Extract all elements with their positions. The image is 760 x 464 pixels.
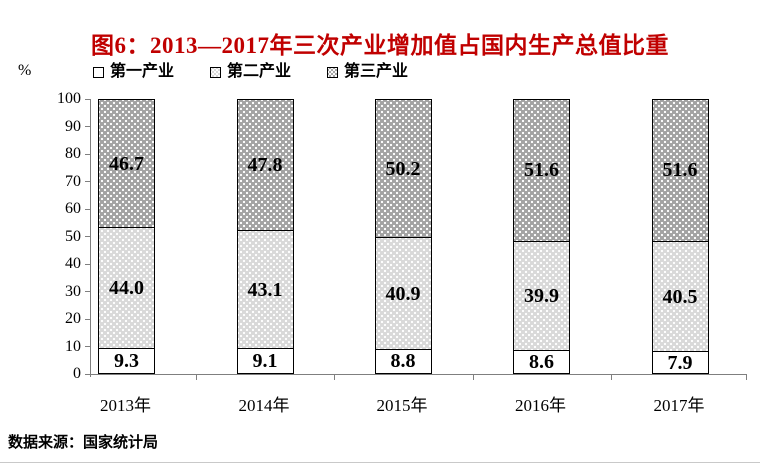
stacked-bar-2013年: 46.7 44.0 9.3 [98,99,155,374]
y-axis-tick-label: 0 [73,365,81,382]
plot-area: 0 10 20 30 40 50 60 70 80 90 100 46.7 44.0 9.3 47.8 43… [57,91,747,382]
x-axis-label-2016年: 2016年 [515,396,566,415]
y-axis-tick-label: 40 [65,255,81,272]
bar-segment-第二产业: 40.5 [652,240,708,352]
bar-segment-第二产业: 44.0 [99,227,154,348]
bar-segment-value: 43.1 [247,278,283,301]
x-axis-tick [611,374,612,380]
bar-segment-第一产业: 9.1 [237,348,293,373]
legend-item-label: 第一产业 [110,63,175,80]
bar-segment-value: 8.6 [529,350,554,373]
stacked-bar-2014年: 47.8 43.1 9.1 [236,99,294,374]
y-axis-tick [85,153,90,155]
bar-segment-value: 7.9 [667,351,693,374]
stacked-bar-2017年: 51.6 40.5 7.9 [651,99,709,374]
x-axis-tick [472,374,474,380]
legend-item-2: 第二产业 [210,64,291,80]
x-axis-tick [334,374,335,380]
y-axis-tick [85,291,90,292]
x-axis-label-2017年: 2017年 [653,396,705,415]
bar-segment-第二产业: 40.9 [375,237,431,349]
x-axis-label-2014年: 2014年 [238,396,290,415]
y-axis-tick [85,373,90,375]
bar-segment-第二产业: 43.1 [237,230,293,349]
y-axis-tick-label: 10 [65,337,81,355]
x-axis-labels: 2013年 2014年 2015年 2016年 2017年 [90,391,745,415]
x-axis-tick [746,374,747,380]
y-axis-tick-label: 80 [65,145,81,162]
bar-segment-value: 50.2 [385,157,421,180]
bar-segment-value: 51.6 [662,159,698,182]
x-axis-label-2013年: 2013年 [100,396,151,415]
y-axis-tick-label: 90 [65,117,81,135]
y-axis-tick-label: 70 [65,172,81,190]
bar-segment-第一产业: 9.3 [99,347,154,373]
y-axis-tick-label: 100 [57,90,81,107]
legend-item-label: 第二产业 [227,63,292,80]
bar-segment-value: 40.5 [662,285,698,308]
y-axis-tick [85,208,90,210]
bar-segment-value: 39.9 [524,284,559,307]
bar-segment-第一产业: 8.8 [375,348,431,373]
y-axis-tick [85,346,90,347]
y-axis-tick-label: 30 [65,282,81,300]
source-note: 数据来源：国家统计局 [8,434,159,451]
bar-segment-第一产业: 8.6 [514,349,569,373]
bar-segment-value: 9.3 [114,349,139,372]
legend-item-1: 第一产业 [93,64,174,80]
chart-title: 图6：2013—2017年三次产业增加值占国内生产总值比重 [91,33,669,58]
y-axis-tick [85,98,90,100]
bar-segment-value: 47.8 [247,154,283,177]
legend-swatch-icon [93,66,104,78]
bar-segment-第二产业: 39.9 [514,240,569,350]
bar-segment-value: 9.1 [252,350,278,373]
y-axis-tick-label: 20 [65,310,81,327]
y-axis-tick [85,181,90,182]
x-axis-tick [195,374,197,380]
bar-segment-value: 51.6 [524,159,559,182]
chart-legend: 第一产业 第二产业 第三产业 [93,64,408,80]
stacked-bar-2016年: 51.6 39.9 8.6 [513,99,570,374]
y-axis-unit-label: % [18,62,32,79]
bar-segment-value: 8.8 [390,350,416,373]
legend-item-3: 第三产业 [327,64,408,80]
bar-segment-第三产业: 51.6 [652,100,708,241]
y-axis-tick-label: 50 [65,227,81,245]
bar-segment-value: 40.9 [385,282,421,305]
y-axis-tick [85,263,90,265]
legend-swatch-icon [327,66,339,78]
y-axis-tick [85,318,90,320]
bar-segment-value: 46.7 [109,152,144,175]
stacked-bar-2015年: 50.2 40.9 8.8 [374,99,432,374]
bar-segment-第一产业: 7.9 [652,351,708,374]
bar-segment-第三产业: 51.6 [514,100,569,241]
x-axis-label-2015年: 2015年 [376,396,428,415]
bar-segment-value: 44.0 [109,277,144,300]
y-axis-tick [85,236,90,237]
x-axis-tick [90,374,91,377]
y-axis-tick [85,126,90,127]
bottom-divider [0,462,760,463]
bar-segment-第三产业: 50.2 [375,100,431,238]
bar-segment-第三产业: 47.8 [237,100,293,231]
y-axis-tick-label: 60 [65,200,81,217]
legend-item-label: 第三产业 [344,63,409,80]
legend-swatch-icon [210,66,222,78]
bar-segment-第三产业: 46.7 [99,100,154,228]
